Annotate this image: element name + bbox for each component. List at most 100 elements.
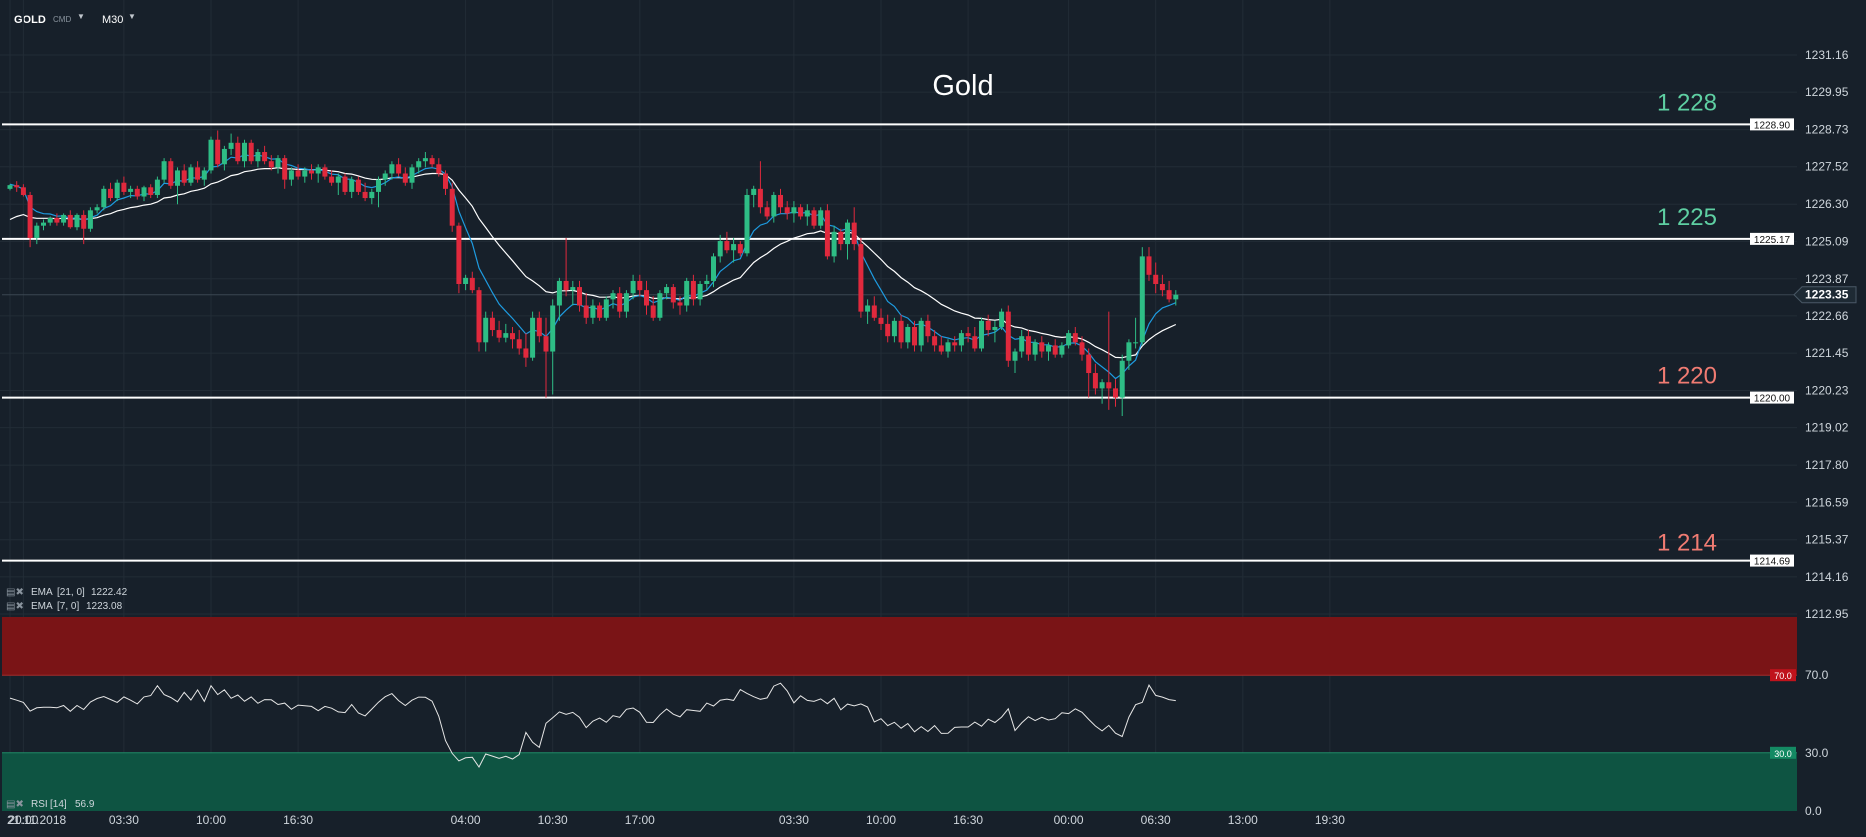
- candle-body: [1005, 311, 1011, 361]
- candle: [228, 133, 234, 156]
- candle: [570, 280, 576, 306]
- candle: [389, 161, 395, 180]
- candle: [429, 155, 435, 168]
- candle-body: [510, 333, 515, 340]
- x-tick-label: 19:30: [1315, 813, 1345, 827]
- candle: [114, 179, 120, 202]
- ema21-legend[interactable]: ▤✖ EMA [21, 0] 1222.42: [6, 587, 128, 598]
- candle: [181, 164, 187, 186]
- candle: [87, 207, 93, 232]
- y-tick-label: 1217.80: [1805, 458, 1849, 472]
- candle-body: [657, 293, 663, 318]
- candle: [315, 164, 321, 183]
- candle: [382, 170, 388, 186]
- levels: 1228.90 1 228 1225.17 1 225 1220.00 1 220 1214…: [2, 89, 1797, 568]
- rsi-label: RSI: [31, 799, 48, 810]
- candle: [208, 136, 214, 174]
- candle-body: [175, 170, 180, 186]
- candle-body: [181, 170, 187, 183]
- candle: [201, 167, 207, 186]
- candle: [798, 204, 804, 220]
- candle: [818, 207, 824, 229]
- candle: [342, 173, 348, 195]
- candle-body: [201, 170, 207, 180]
- x-tick-label: 13:00: [1228, 813, 1258, 827]
- svg-text:▤✖: ▤✖: [6, 799, 24, 810]
- candle: [329, 170, 335, 186]
- candle-body: [128, 188, 134, 192]
- candle: [744, 188, 750, 257]
- symbol-selector[interactable]: GOLD: [14, 14, 46, 26]
- candle: [134, 185, 140, 200]
- y-tick-label: 1212.95: [1805, 607, 1849, 621]
- candle-body: [134, 188, 140, 197]
- candle-body: [623, 293, 629, 312]
- candle: [778, 188, 783, 214]
- x-tick-label: 21.11.2018: [7, 813, 66, 827]
- candle-body: [1153, 274, 1159, 285]
- timeframe-selector[interactable]: M30: [102, 14, 124, 26]
- candle: [20, 184, 26, 197]
- candle: [811, 207, 817, 229]
- candle-body: [965, 333, 971, 337]
- candle-body: [764, 207, 770, 217]
- y-tick-label: 1222.66: [1805, 309, 1849, 323]
- candle: [1126, 339, 1132, 370]
- candle: [737, 241, 743, 257]
- candle-body: [215, 139, 221, 165]
- candle-body: [188, 167, 194, 183]
- candle-body: [1119, 360, 1125, 398]
- candle: [644, 280, 649, 315]
- candle: [34, 222, 40, 245]
- candle: [376, 176, 381, 208]
- candle: [871, 296, 877, 321]
- ema-lines: [9, 153, 1177, 380]
- ema7-legend[interactable]: ▤✖ EMA [7, 0] 1223.08: [6, 601, 123, 612]
- candle: [898, 314, 904, 349]
- svg-text:▤✖: ▤✖: [6, 587, 24, 598]
- candle: [550, 299, 556, 395]
- candle-body: [583, 305, 589, 318]
- x-tick-label: 16:30: [283, 813, 313, 827]
- axes: 1231.16 1229.95 1228.73 1227.52 1226.30 1225.…: [7, 48, 1857, 827]
- candle-body: [41, 222, 46, 226]
- candle-body: [503, 333, 509, 338]
- candle: [677, 296, 683, 315]
- candle-body: [409, 167, 415, 183]
- candle-body: [697, 284, 703, 300]
- y-tick-label: 1227.52: [1805, 160, 1849, 174]
- symbol-chevron-down-icon[interactable]: ▼: [77, 12, 85, 21]
- candle: [1086, 348, 1092, 398]
- candle: [396, 158, 402, 177]
- candle: [650, 296, 656, 321]
- candle: [282, 155, 288, 189]
- candle-body: [282, 158, 288, 180]
- rsi-line: [9, 682, 1176, 768]
- candle-body: [536, 317, 542, 337]
- candle-body: [87, 210, 93, 229]
- candle-body: [603, 299, 609, 318]
- rsi-oversold-zone: [2, 752, 1797, 811]
- y-tick-label: 1226.30: [1805, 197, 1849, 211]
- candle-body: [295, 170, 301, 177]
- candle-body: [838, 231, 844, 245]
- candle-body: [235, 142, 241, 162]
- candle: [1099, 379, 1105, 404]
- candle-body: [355, 179, 361, 192]
- grid: [0, 0, 1797, 811]
- candle: [831, 225, 837, 263]
- rsi-tick-label: 30.0: [1805, 746, 1829, 760]
- candle: [302, 167, 308, 183]
- rsi-legend[interactable]: ▤✖ RSI [14] 56.9: [6, 799, 95, 810]
- candle: [168, 158, 174, 189]
- candle: [891, 317, 897, 343]
- candle-body: [898, 320, 904, 343]
- timeframe-chevron-down-icon[interactable]: ▼: [128, 12, 136, 21]
- candle: [476, 287, 482, 352]
- candle-body: [228, 142, 234, 149]
- rsi-tick-label: 70.0: [1805, 668, 1829, 682]
- candle: [932, 330, 938, 352]
- candle-body: [979, 320, 984, 349]
- candle-body: [905, 326, 911, 343]
